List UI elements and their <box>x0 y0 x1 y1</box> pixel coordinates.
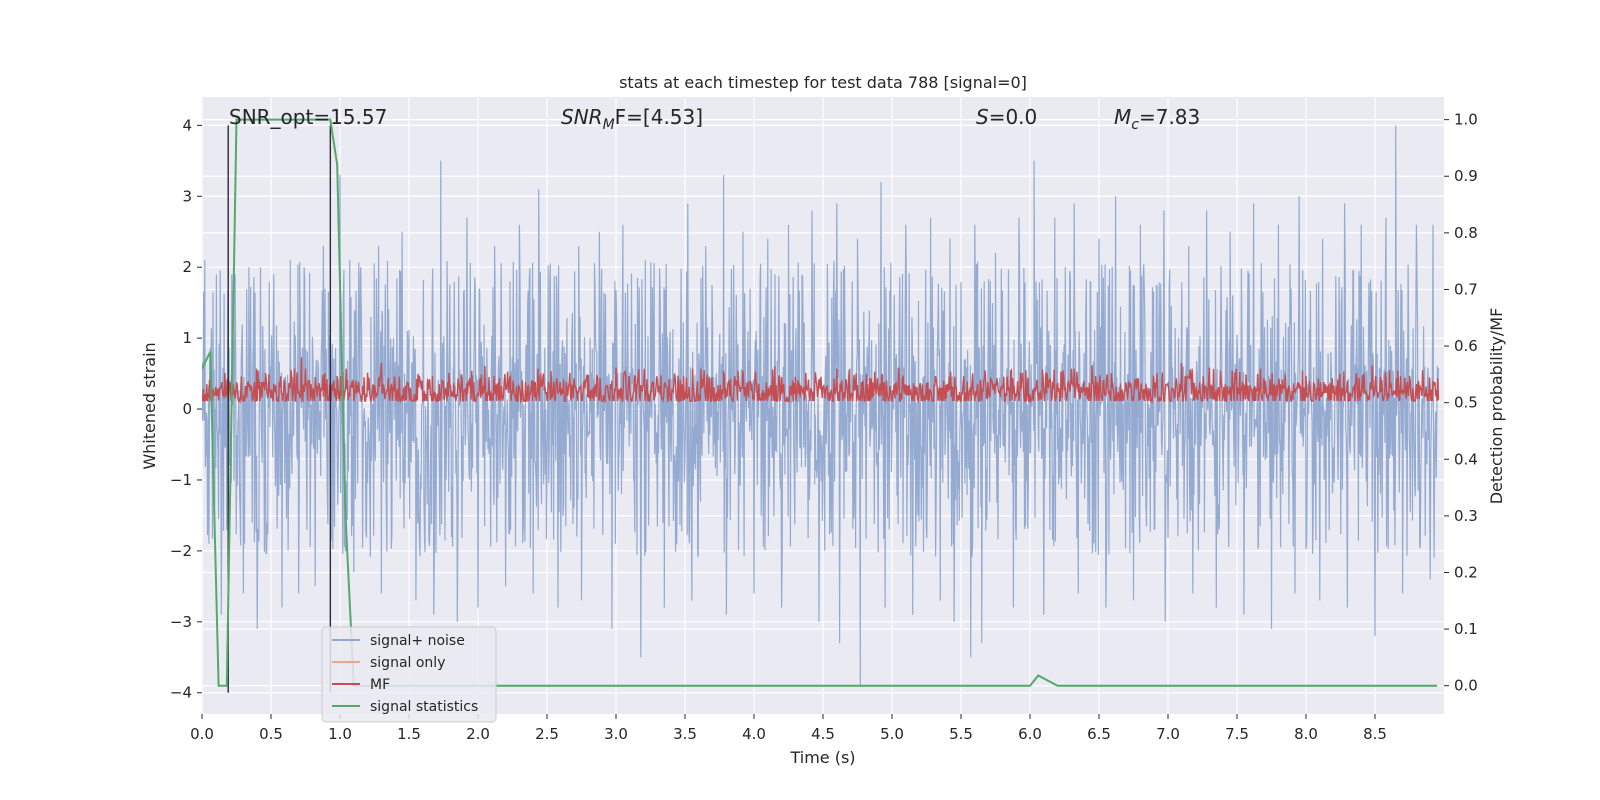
y2-tick-label: 0.3 <box>1454 507 1478 525</box>
y-tick-label: 1 <box>182 329 192 347</box>
y2-tick-label: 0.7 <box>1454 280 1478 298</box>
annotation-s-value: =0.0 <box>989 105 1038 129</box>
y2-tick-label: 1.0 <box>1454 111 1478 129</box>
x-axis-ticks: 0.0 0.5 1.0 1.5 2.0 2.5 3.0 3.5 4.0 4.5 5.0 5.5 6.0 6… <box>190 714 1387 743</box>
x-tick-label: 6.5 <box>1087 725 1111 743</box>
annotation-snr-mf-sub: M <box>603 117 615 133</box>
x-tick-label: 3.0 <box>604 725 628 743</box>
annotation-mc-sub: c <box>1131 117 1139 133</box>
x-tick-label: 7.5 <box>1225 725 1249 743</box>
y-axis-ticks: 4 3 2 1 0 −1 −2 −3 −4 <box>170 116 202 702</box>
y2-tick-label: 0.8 <box>1454 224 1478 242</box>
y2-tick-label: 0.9 <box>1454 167 1478 185</box>
chart-title: stats at each timestep for test data 788… <box>619 73 1027 92</box>
y-tick-label: −2 <box>170 542 192 560</box>
x-tick-label: 8.0 <box>1294 725 1318 743</box>
annotation-mc-symbol: M <box>1114 105 1131 129</box>
x-tick-label: 5.0 <box>880 725 904 743</box>
y2-axis-label: Detection probability/MF <box>1487 308 1506 505</box>
legend-entry-signal-statistics: signal statistics <box>332 699 478 715</box>
legend-entry-mf: MF <box>332 677 390 693</box>
x-tick-label: 8.5 <box>1363 725 1387 743</box>
x-tick-label: 6.0 <box>1018 725 1042 743</box>
annotation-snr-mf-prefix: SNR <box>561 105 603 129</box>
annotation-s-symbol: S <box>976 105 989 129</box>
x-tick-label: 3.5 <box>673 725 697 743</box>
annotation-snr-opt: SNR_opt=15.57 <box>229 105 387 129</box>
x-tick-label: 4.5 <box>811 725 835 743</box>
mf-series <box>202 357 1440 404</box>
annotation-s: S=0.0 <box>976 105 1037 129</box>
signal-statistics-series <box>202 118 1438 687</box>
legend-label-signal-noise: signal+ noise <box>370 633 465 649</box>
y-tick-label: −1 <box>170 471 192 489</box>
mf-line <box>202 357 1440 404</box>
y2-tick-label: 0.1 <box>1454 620 1478 638</box>
x-tick-label: 1.0 <box>328 725 352 743</box>
y2-tick-label: 0.4 <box>1454 450 1478 468</box>
x-tick-label: 4.0 <box>742 725 766 743</box>
y-tick-label: 0 <box>182 400 192 418</box>
x-tick-label: 5.5 <box>949 725 973 743</box>
y-tick-label: 4 <box>182 116 192 134</box>
y2-tick-label: 0.5 <box>1454 394 1478 412</box>
y-tick-label: 2 <box>182 258 192 276</box>
y2-tick-label: 0.0 <box>1454 677 1478 695</box>
annotation-snr-mf-suffix: F=[4.53] <box>615 105 703 129</box>
y2-tick-label: 0.2 <box>1454 563 1478 581</box>
x-tick-label: 1.5 <box>397 725 421 743</box>
annotation-mc: Mc=7.83 <box>1114 105 1200 133</box>
y2-axis-ticks: 1.0 0.9 0.8 0.7 0.6 0.5 0.4 0.3 0.2 0.1 0.0 <box>1444 111 1478 695</box>
x-tick-label: 2.0 <box>466 725 490 743</box>
y-tick-label: −4 <box>170 684 192 702</box>
legend-label-mf: MF <box>370 677 390 693</box>
legend-box <box>321 626 497 723</box>
y2-tick-label: 0.6 <box>1454 337 1478 355</box>
legend: signal+ noise signal only MF signal stat… <box>321 626 497 723</box>
y-tick-label: 3 <box>182 187 192 205</box>
x-tick-label: 0.0 <box>190 725 214 743</box>
annotation-snr-mf: SNRMF=[4.53] <box>561 105 703 133</box>
annotation-mc-value: =7.83 <box>1139 105 1200 129</box>
legend-label-signal-only: signal only <box>370 655 445 671</box>
x-tick-label: 0.5 <box>259 725 283 743</box>
signal-statistics-line <box>202 118 1438 687</box>
y-axis-label: Whitened strain <box>140 342 159 469</box>
x-tick-label: 7.0 <box>1156 725 1180 743</box>
legend-entry-signal-only: signal only <box>332 655 445 671</box>
legend-label-signal-statistics: signal statistics <box>370 699 478 715</box>
legend-entry-signal-noise: signal+ noise <box>332 633 465 649</box>
x-tick-label: 2.5 <box>535 725 559 743</box>
x-axis-label: Time (s) <box>789 748 855 767</box>
y-tick-label: −3 <box>170 613 192 631</box>
